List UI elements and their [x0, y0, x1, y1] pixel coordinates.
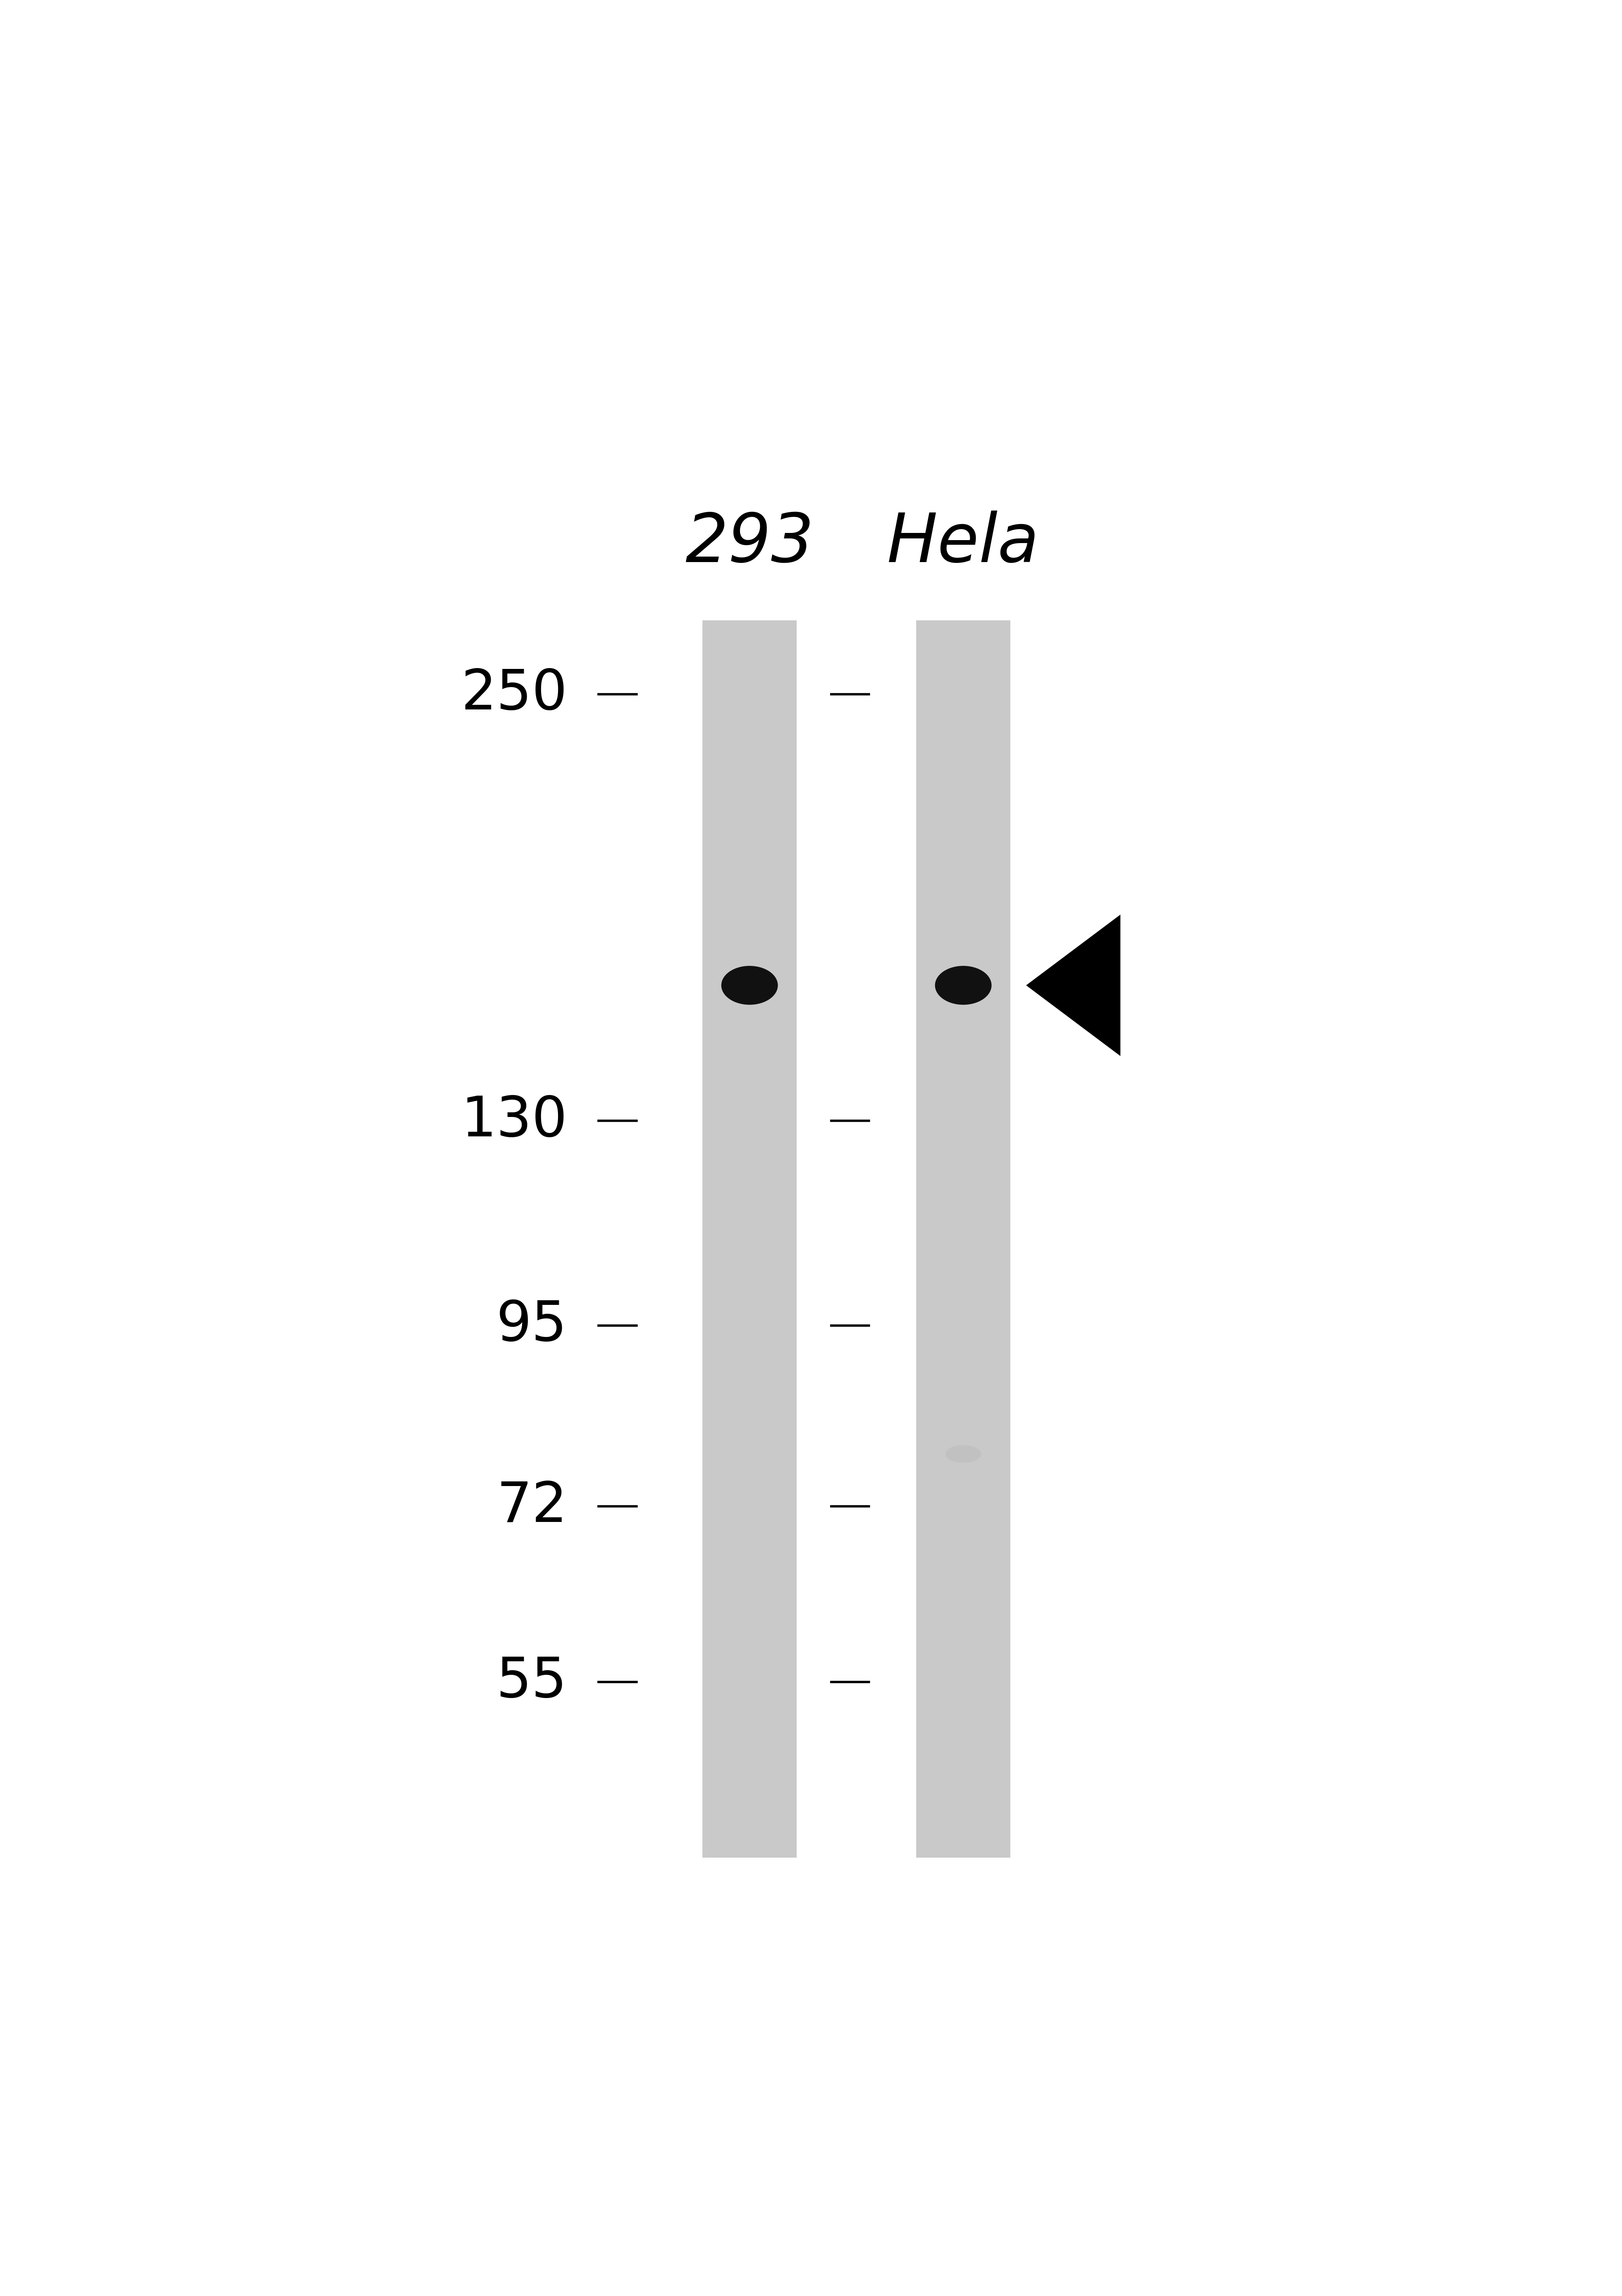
- Ellipse shape: [946, 1444, 981, 1463]
- Text: 95: 95: [496, 1300, 568, 1352]
- Bar: [702, 620, 796, 1857]
- Text: 250: 250: [461, 668, 568, 721]
- Text: 130: 130: [461, 1093, 568, 1148]
- Ellipse shape: [934, 967, 991, 1006]
- Polygon shape: [1027, 914, 1121, 1056]
- Text: 72: 72: [496, 1479, 568, 1534]
- Text: 55: 55: [496, 1655, 568, 1708]
- Ellipse shape: [722, 967, 779, 1006]
- Bar: [916, 620, 1011, 1857]
- Text: Hela: Hela: [887, 510, 1040, 576]
- Text: 293: 293: [684, 510, 814, 576]
